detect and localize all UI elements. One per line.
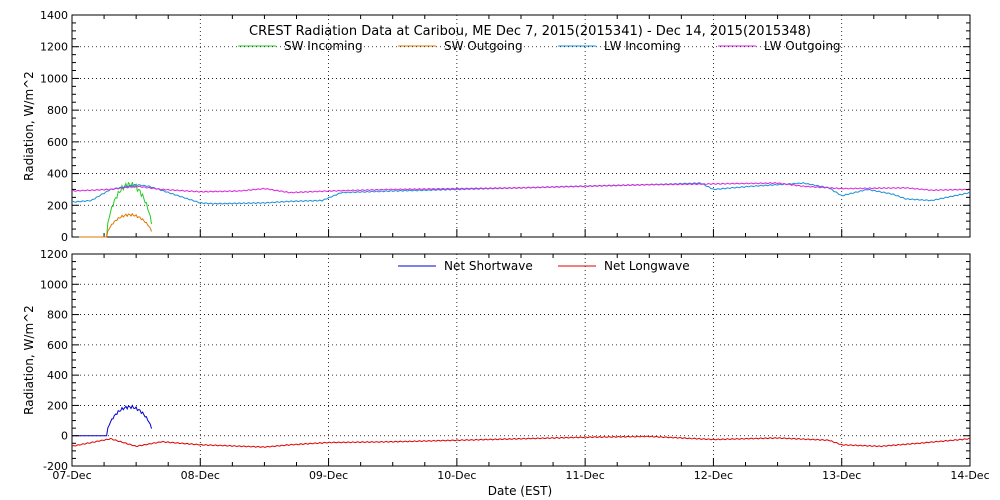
x-tick-label: 09-Dec	[309, 469, 348, 482]
y-tick-label: 1200	[40, 41, 68, 54]
y-tick-label: 0	[61, 231, 68, 244]
bottom-y-axis-label: Radiation, W/m^2	[22, 305, 36, 415]
x-axis-label: Date (EST)	[488, 484, 552, 498]
top-y-ticks: 0 200 400 600 800 1000 1200 1400	[40, 9, 970, 244]
y-tick-label: 1000	[40, 278, 68, 291]
y-tick-label: 200	[47, 199, 68, 212]
legend-label-sw-incoming: SW Incoming	[284, 39, 363, 53]
chart-title: CREST Radiation Data at Caribou, ME Dec …	[249, 24, 811, 39]
top-plot-grid	[71, 15, 971, 237]
legend-label-net-shortwave: Net Shortwave	[444, 259, 533, 273]
series-line-lw-outgoing	[71, 182, 970, 194]
x-tick-label: 10-Dec	[437, 469, 476, 482]
legend-label-lw-outgoing: LW Outgoing	[764, 39, 841, 53]
y-tick-label: 600	[47, 136, 68, 149]
series-line-net-shortwave	[72, 404, 152, 437]
y-tick-label: 400	[47, 168, 68, 181]
y-tick-label: 1400	[40, 9, 68, 22]
legend-label-sw-outgoing: SW Outgoing	[444, 39, 523, 53]
bottom-legend: Net Shortwave Net Longwave	[398, 259, 690, 273]
series-line-sw-outgoing	[72, 212, 152, 238]
top-plot-series	[71, 181, 971, 238]
y-tick-label: -200	[43, 460, 68, 473]
y-tick-label: 0	[61, 430, 68, 443]
x-tick-label: 13-Dec	[822, 469, 861, 482]
top-legend: SW Incoming SW Outgoing LW Incoming LW Outg…	[238, 39, 841, 53]
series-line-net-longwave	[71, 435, 970, 448]
x-tick-label: 14-Dec	[950, 469, 989, 482]
bottom-plot-frame	[71, 253, 971, 467]
series-line-lw-incoming	[71, 182, 971, 205]
y-tick-label: 1000	[40, 72, 68, 85]
legend-label-lw-incoming: LW Incoming	[604, 39, 681, 53]
bottom-plot-grid	[72, 254, 970, 466]
y-tick-label: 800	[47, 309, 68, 322]
top-y-axis-label: Radiation, W/m^2	[22, 71, 36, 181]
x-tick-label: 11-Dec	[566, 469, 605, 482]
x-tick-label: 12-Dec	[694, 469, 733, 482]
y-tick-label: 600	[47, 339, 68, 352]
y-tick-label: 200	[47, 399, 68, 412]
x-tick-label: 08-Dec	[181, 469, 220, 482]
bottom-plot-series	[71, 404, 970, 448]
legend-label-net-longwave: Net Longwave	[604, 259, 690, 273]
y-tick-label: 400	[47, 369, 68, 382]
y-tick-label: 1200	[40, 248, 68, 261]
bottom-y-ticks: -200 0 200 400 600 800 1000 1200	[40, 248, 970, 473]
x-tick-label: 07-Dec	[52, 469, 91, 482]
bottom-x-ticks: 07-Dec 08-Dec 09-Dec 10-Dec 11-Dec 12-Dec 13-D…	[52, 458, 990, 482]
y-tick-label: 800	[47, 104, 68, 117]
